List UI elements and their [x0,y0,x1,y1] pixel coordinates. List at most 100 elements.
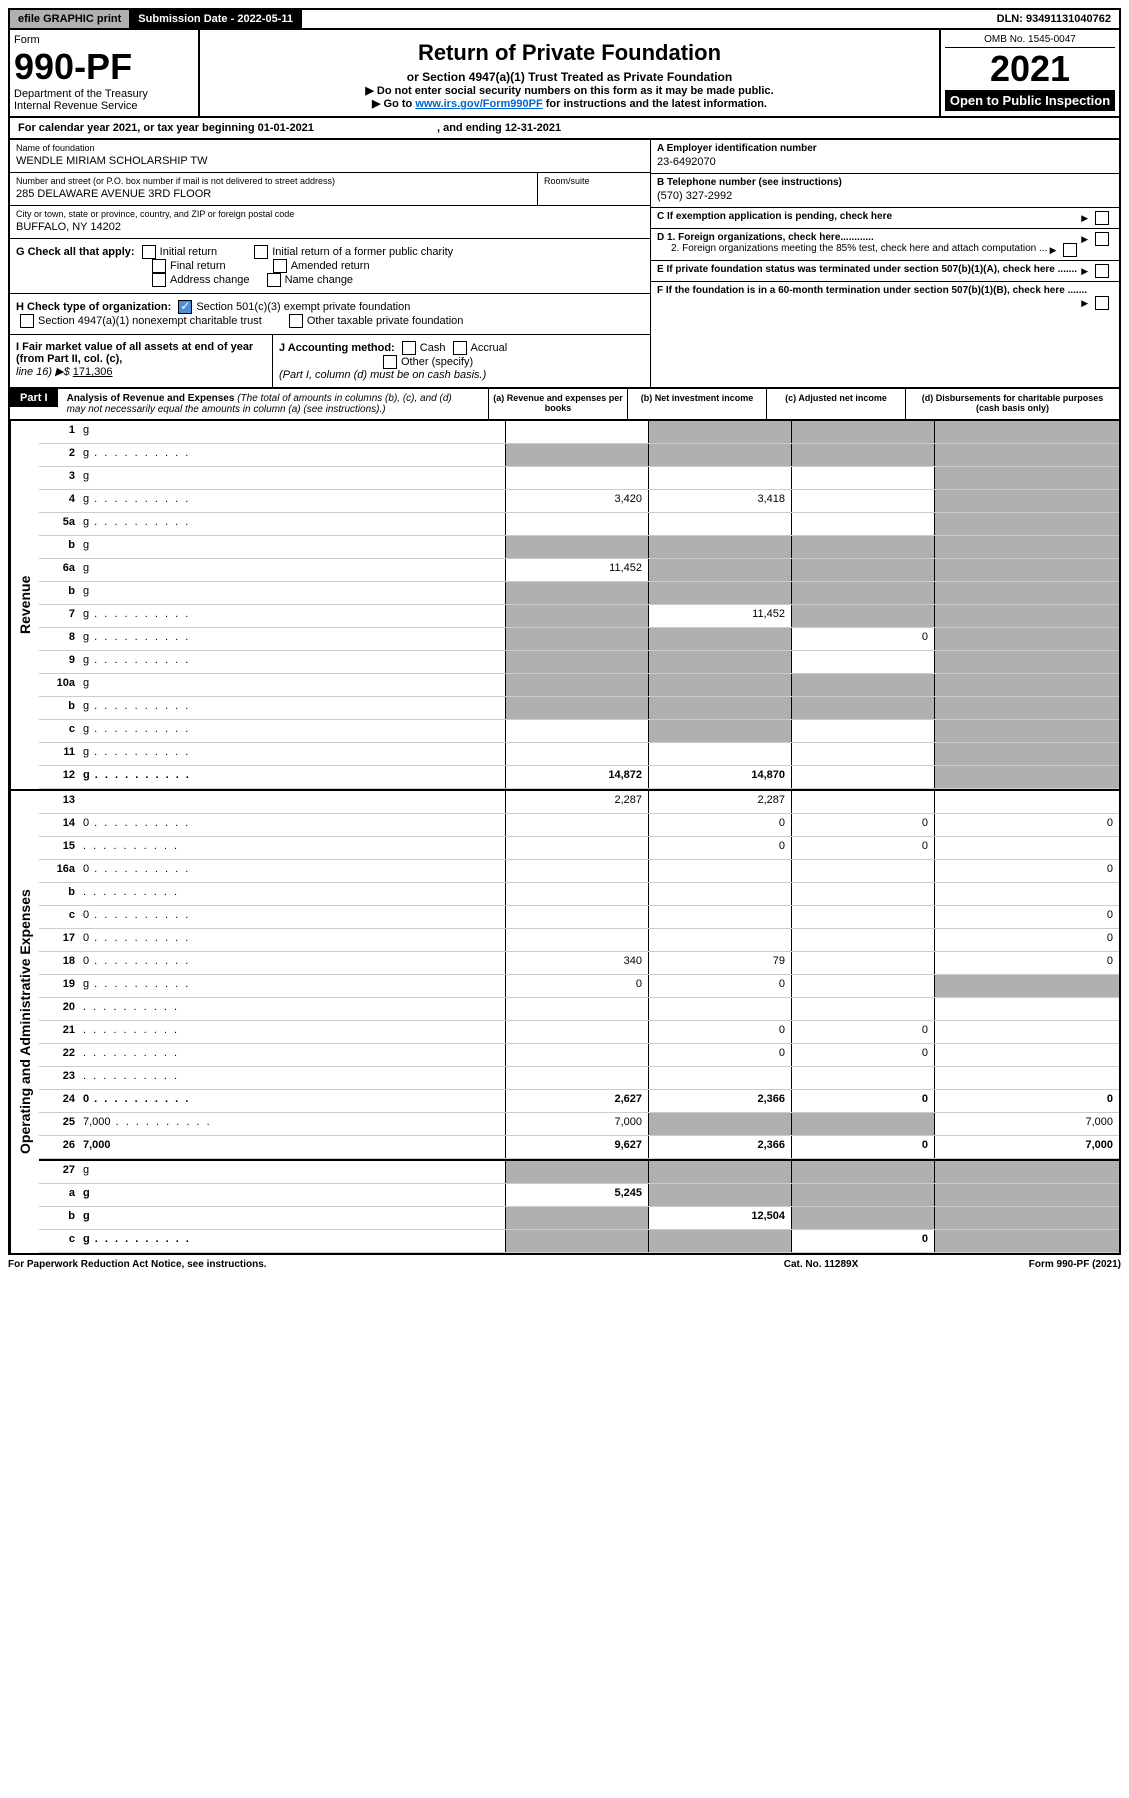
cell-a: 2,627 [505,1090,648,1112]
cell-a [505,697,648,719]
checkbox-e[interactable] [1095,264,1109,278]
table-row: 3g [39,467,1119,490]
checkbox-c[interactable] [1095,211,1109,225]
row-description: g [79,605,505,627]
row-description: 0 [79,1090,505,1112]
cell-a [505,1161,648,1183]
row-number: b [39,1207,79,1229]
checkbox-amended[interactable] [273,259,287,273]
table-row: 6ag11,452 [39,559,1119,582]
cell-b [648,1113,791,1135]
checkbox-d2[interactable] [1063,243,1077,257]
cell-a: 5,245 [505,1184,648,1206]
checkbox-initial-former[interactable] [254,245,268,259]
cell-d [934,559,1119,581]
cell-b [648,628,791,650]
row-description: g [79,444,505,466]
checkbox-final[interactable] [152,259,166,273]
cell-b: 11,452 [648,605,791,627]
cell-a [505,720,648,742]
checkbox-cash[interactable] [402,341,416,355]
cell-b [648,674,791,696]
cell-a [505,421,648,443]
city-state: City or town, state or province, country… [10,206,650,239]
row-number: c [39,906,79,928]
phone: B Telephone number (see instructions) (5… [651,174,1119,208]
row-description: 0 [79,952,505,974]
cell-a: 2,287 [505,791,648,813]
cell-c [791,513,934,535]
table-row: 2100 [39,1021,1119,1044]
table-row: 9g [39,651,1119,674]
cell-b [648,513,791,535]
checkbox-addr-change[interactable] [152,273,166,287]
part-label: Part I [10,389,58,407]
table-row: 257,0007,0007,000 [39,1113,1119,1136]
cell-b: 0 [648,837,791,859]
cell-b: 2,287 [648,791,791,813]
table-row: 11g [39,743,1119,766]
address: Number and street (or P.O. box number if… [10,173,538,206]
section-i: I Fair market value of all assets at end… [10,335,273,387]
row-number: 10a [39,674,79,696]
cell-d [934,582,1119,604]
row-description [79,883,505,905]
cell-b [648,582,791,604]
form-label: Form [14,34,194,46]
note-2: ▶ Go to www.irs.gov/Form990PF for instru… [206,97,933,110]
efile-print-button[interactable]: efile GRAPHIC print [10,10,130,28]
cell-c: 0 [791,628,934,650]
cell-a: 0 [505,975,648,997]
row-number: 25 [39,1113,79,1135]
open-public: Open to Public Inspection [945,90,1115,111]
cell-b: 14,870 [648,766,791,788]
cell-a [505,605,648,627]
table-row: 1500 [39,837,1119,860]
checkbox-d1[interactable] [1095,232,1109,246]
row-number: a [39,1184,79,1206]
cell-d [934,1161,1119,1183]
row-description: g [79,1184,505,1206]
row-description: g [79,1230,505,1252]
cell-d [934,697,1119,719]
row-description [79,1021,505,1043]
checkbox-4947[interactable] [20,314,34,328]
cell-a [505,743,648,765]
cell-c [791,883,934,905]
cell-c [791,536,934,558]
table-row: 4g3,4203,418 [39,490,1119,513]
cell-c [791,952,934,974]
checkbox-initial[interactable] [142,245,156,259]
cell-d [934,467,1119,489]
row-number: 12 [39,766,79,788]
cell-a [505,628,648,650]
cell-a: 9,627 [505,1136,648,1158]
cell-a: 11,452 [505,559,648,581]
cell-c [791,1207,934,1229]
table-row: ag5,245 [39,1184,1119,1207]
checkbox-other-taxable[interactable] [289,314,303,328]
table-row: 140000 [39,814,1119,837]
row-number: 18 [39,952,79,974]
checkbox-accrual[interactable] [453,341,467,355]
cell-b [648,860,791,882]
checkbox-501c3[interactable] [178,300,192,314]
checkbox-other-method[interactable] [383,355,397,369]
row-number: 26 [39,1136,79,1158]
cell-d [934,791,1119,813]
checkbox-f[interactable] [1095,296,1109,310]
cell-c [791,1184,934,1206]
irs-link[interactable]: www.irs.gov/Form990PF [415,98,542,110]
section-h: H Check type of organization: Section 50… [10,294,650,335]
table-row: 20 [39,998,1119,1021]
cell-a: 3,420 [505,490,648,512]
cell-b: 0 [648,1021,791,1043]
checkbox-name-change[interactable] [267,273,281,287]
row-description: g [79,720,505,742]
top-bar: efile GRAPHIC print Submission Date - 20… [8,8,1121,30]
cell-b [648,929,791,951]
cell-b [648,720,791,742]
cell-d: 7,000 [934,1136,1119,1158]
cell-b [648,536,791,558]
cell-d: 0 [934,952,1119,974]
